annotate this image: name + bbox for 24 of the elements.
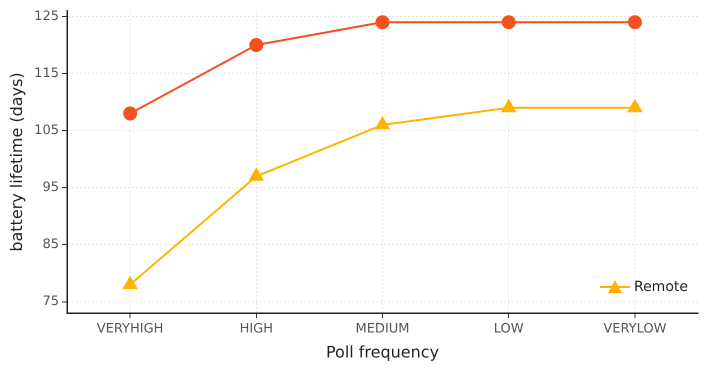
x-tick-label: HIGH — [240, 321, 274, 336]
point — [123, 276, 138, 290]
y-tick-label: 75 — [42, 294, 60, 310]
y-tick-label: 95 — [42, 180, 60, 196]
y-tick-label: 85 — [42, 237, 60, 252]
legend-label: Remote — [634, 279, 688, 296]
point — [249, 38, 264, 52]
x-tick-label: VERYHIGH — [96, 321, 164, 336]
x-tick-label: MEDIUM — [356, 321, 410, 336]
x-axis-title: Poll frequency — [326, 342, 440, 362]
point — [376, 15, 390, 30]
x-tick-label: VERYLOW — [603, 321, 667, 336]
point — [628, 100, 642, 112]
point — [628, 15, 642, 30]
y-tick-label: 125 — [34, 8, 60, 24]
point — [502, 100, 516, 112]
y-tick-label: 105 — [34, 122, 60, 138]
point — [249, 168, 264, 181]
point — [123, 106, 138, 120]
point — [375, 116, 390, 130]
y-tick-label: 115 — [34, 66, 60, 81]
x-tick-label: LOW — [494, 321, 524, 336]
y-axis-title: battery lifetime (days) — [6, 72, 26, 252]
point — [502, 15, 516, 30]
